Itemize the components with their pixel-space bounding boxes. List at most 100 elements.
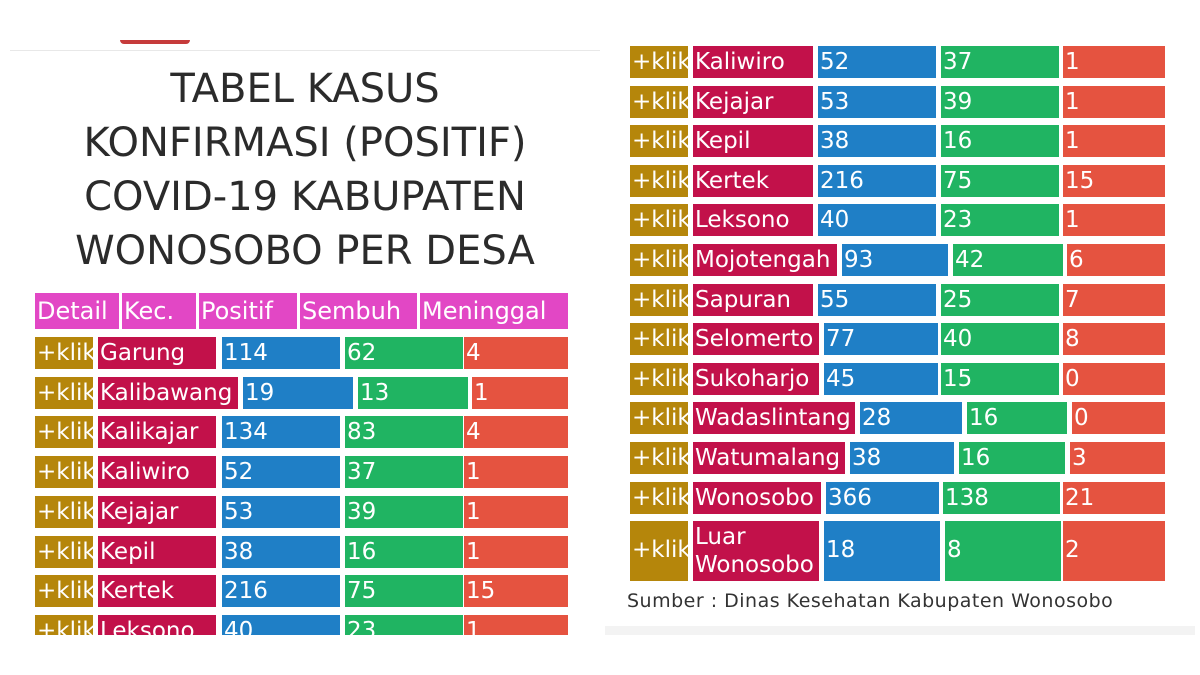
positif-cell: 55	[818, 283, 936, 316]
meninggal-cell: 15	[464, 575, 568, 608]
meninggal-cell: 3	[1070, 442, 1165, 474]
positif-cell: 19	[243, 376, 353, 409]
right-panel: +klik Kaliwiro 52 37 1 +klik Kejajar 53 39 1 +klik…	[605, 40, 1195, 635]
kecamatan-cell: Kepil	[693, 125, 813, 158]
klik-button[interactable]: +klik	[630, 85, 688, 118]
header-meninggal: Meninggal	[420, 293, 568, 329]
kecamatan-cell: Selomerto	[693, 323, 819, 356]
source-note: Sumber : Dinas Kesehatan Kabupaten Wonos…	[627, 590, 1114, 612]
positif-cell: 53	[222, 495, 340, 528]
klik-button[interactable]: +klik	[630, 244, 688, 276]
klik-button[interactable]: +klik	[35, 575, 93, 608]
klik-button[interactable]: +klik	[35, 376, 93, 409]
header-detail: Detail	[35, 293, 119, 329]
klik-button[interactable]: +klik	[630, 481, 688, 514]
meninggal-cell: 1	[464, 456, 568, 489]
meninggal-cell: 4	[464, 416, 568, 449]
klik-button[interactable]: +klik	[630, 125, 688, 158]
klik-button[interactable]: +klik	[35, 456, 93, 489]
sembuh-cell: 15	[941, 362, 1059, 395]
sembuh-cell: 16	[345, 535, 463, 568]
meninggal-cell: 1	[472, 376, 568, 409]
kecamatan-cell: Garung	[98, 337, 216, 369]
meninggal-cell: 7	[1063, 283, 1165, 316]
klik-button[interactable]: +klik	[630, 521, 688, 582]
kecamatan-cell: Kepil	[98, 535, 216, 568]
klik-button[interactable]: +klik	[35, 614, 93, 635]
meninggal-cell: 1	[1063, 204, 1165, 237]
sembuh-cell: 13	[358, 376, 468, 409]
kecamatan-cell: Kertek	[98, 575, 216, 608]
sembuh-cell: 16	[967, 402, 1067, 435]
klik-button[interactable]: +klik	[630, 442, 688, 474]
kecamatan-cell: Mojotengah	[693, 244, 837, 276]
klik-button[interactable]: +klik	[630, 46, 688, 78]
kecamatan-cell: Wonosobo	[693, 481, 821, 514]
positif-cell: 52	[818, 46, 936, 78]
klik-button[interactable]: +klik	[630, 323, 688, 356]
sembuh-cell: 39	[941, 85, 1059, 118]
positif-cell: 40	[222, 614, 340, 635]
kecamatan-cell: Wadaslintang	[693, 402, 855, 435]
positif-cell: 114	[222, 337, 340, 369]
meninggal-cell: 0	[1063, 362, 1165, 395]
positif-cell: 53	[818, 85, 936, 118]
kecamatan-cell: Kalibawang	[98, 376, 238, 409]
meninggal-cell: 2	[1063, 521, 1165, 582]
meninggal-cell: 0	[1072, 402, 1165, 435]
meninggal-cell: 1	[464, 495, 568, 528]
positif-cell: 134	[222, 416, 340, 449]
sembuh-cell: 40	[941, 323, 1059, 356]
klik-button[interactable]: +klik	[630, 362, 688, 395]
klik-button[interactable]: +klik	[35, 535, 93, 568]
positif-cell: 38	[222, 535, 340, 568]
meninggal-cell: 15	[1063, 164, 1165, 197]
kecamatan-cell: Kalikajar	[98, 416, 216, 449]
kecamatan-cell: Kejajar	[98, 495, 216, 528]
kecamatan-cell: Kertek	[693, 164, 813, 197]
meninggal-cell: 1	[1063, 85, 1165, 118]
positif-cell: 18	[824, 521, 940, 582]
meninggal-cell: 6	[1067, 244, 1165, 276]
sembuh-cell: 75	[941, 164, 1059, 197]
sembuh-cell: 83	[345, 416, 463, 449]
positif-cell: 38	[850, 442, 954, 474]
klik-button[interactable]: +klik	[630, 283, 688, 316]
header-sembuh: Sembuh	[300, 293, 417, 329]
kecamatan-cell: Kaliwiro	[98, 456, 216, 489]
top-accent-mark	[120, 40, 190, 44]
sembuh-cell: 75	[345, 575, 463, 608]
kecamatan-cell: Kaliwiro	[693, 46, 813, 78]
meninggal-cell: 1	[464, 614, 568, 635]
klik-button[interactable]: +klik	[35, 337, 93, 369]
left-panel: TABEL KASUS KONFIRMASI (POSITIF) COVID-1…	[10, 40, 600, 635]
sembuh-cell: 37	[345, 456, 463, 489]
meninggal-cell: 1	[1063, 46, 1165, 78]
sembuh-cell: 62	[345, 337, 463, 369]
meninggal-cell: 21	[1063, 481, 1165, 514]
klik-button[interactable]: +klik	[35, 416, 93, 449]
sembuh-cell: 138	[943, 481, 1060, 514]
sembuh-cell: 42	[953, 244, 1063, 276]
klik-button[interactable]: +klik	[630, 204, 688, 237]
sembuh-cell: 23	[941, 204, 1059, 237]
sembuh-cell: 25	[941, 283, 1059, 316]
meninggal-cell: 1	[464, 535, 568, 568]
positif-cell: 216	[222, 575, 340, 608]
positif-cell: 45	[824, 362, 938, 395]
bottom-shadow	[605, 626, 1195, 635]
kecamatan-cell: Watumalang	[693, 442, 845, 474]
kecamatan-cell: Sapuran	[693, 283, 813, 316]
kecamatan-cell: Luar Wonosobo	[693, 521, 819, 582]
meninggal-cell: 4	[464, 337, 568, 369]
positif-cell: 38	[818, 125, 936, 158]
sembuh-cell: 37	[941, 46, 1059, 78]
kecamatan-cell: Sukoharjo	[693, 362, 819, 395]
positif-cell: 77	[824, 323, 938, 356]
kecamatan-cell: Kejajar	[693, 85, 813, 118]
positif-cell: 93	[842, 244, 948, 276]
positif-cell: 366	[826, 481, 939, 514]
klik-button[interactable]: +klik	[35, 495, 93, 528]
klik-button[interactable]: +klik	[630, 164, 688, 197]
klik-button[interactable]: +klik	[630, 402, 688, 435]
